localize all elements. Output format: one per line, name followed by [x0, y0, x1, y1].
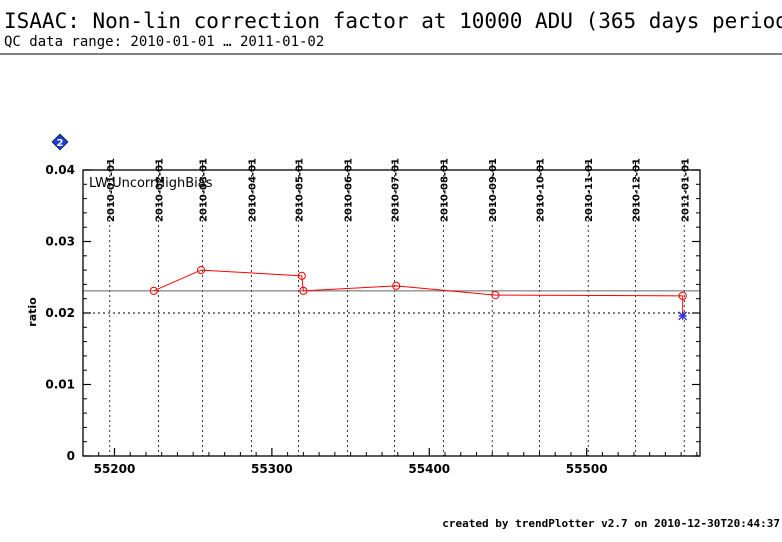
x-tick-labels: 55200 55300 55400 55500 — [94, 462, 608, 476]
y-tick-label: 0 — [67, 449, 75, 463]
series-label: LW-UncorrHighBias — [89, 176, 213, 191]
latest-point-marker — [678, 311, 688, 321]
x-tick-label: 55200 — [94, 462, 136, 476]
series-line — [153, 269, 683, 297]
top-date-label: 2010-03-01 — [199, 158, 210, 222]
data-point — [299, 286, 308, 295]
data-point — [297, 271, 306, 280]
axis-ticks — [83, 169, 700, 457]
chart-subtitle: QC data range: 2010-01-01 … 2011-01-02 — [4, 34, 324, 50]
top-date-label: 2010-10-01 — [535, 158, 546, 222]
footer-credit: created by trendPlotter v2.7 on 2010-12-… — [442, 517, 780, 530]
top-date-label: 2010-07-01 — [391, 158, 402, 222]
top-date-label: 2010-08-01 — [439, 158, 450, 222]
x-tick-label: 55400 — [408, 462, 450, 476]
y-axis-label: ratio — [26, 297, 39, 327]
y-tick-label: 0.04 — [45, 163, 75, 177]
y-tick-label: 0.01 — [45, 378, 75, 392]
series-layer — [149, 266, 688, 321]
data-point — [149, 286, 158, 295]
x-tick-label: 55300 — [251, 462, 293, 476]
top-date-label: 2010-05-01 — [295, 158, 306, 222]
y-tick-label: 0.03 — [45, 235, 75, 249]
chart-title: ISAAC: Non-lin correction factor at 1000… — [4, 9, 782, 33]
top-date-label: 2010-06-01 — [343, 158, 354, 222]
svg-text:2: 2 — [57, 138, 64, 149]
data-point — [196, 266, 206, 275]
y-tick-labels: 0 0.01 0.02 0.03 0.04 — [45, 163, 75, 463]
month-grid — [109, 162, 685, 456]
top-date-label: 2011-01-01 — [680, 158, 691, 222]
top-date-label: 2010-02-01 — [155, 158, 166, 222]
top-date-label: 2010-09-01 — [488, 158, 499, 222]
top-date-label: 2010-04-01 — [247, 158, 258, 222]
top-date-label: 2010-12-01 — [631, 158, 642, 222]
data-point — [491, 291, 500, 300]
top-date-labels: 2010-01-01 2010-02-01 2010-03-01 2010-04-01… — [106, 158, 692, 222]
diamond-2-icon[interactable]: 2 — [51, 133, 69, 151]
reference-lines — [83, 290, 700, 314]
data-point — [392, 281, 401, 290]
top-date-label: 2010-01-01 — [106, 158, 117, 222]
x-tick-label: 55500 — [566, 462, 608, 476]
y-tick-label: 0.02 — [45, 306, 75, 320]
top-date-label: 2010-11-01 — [584, 158, 595, 222]
